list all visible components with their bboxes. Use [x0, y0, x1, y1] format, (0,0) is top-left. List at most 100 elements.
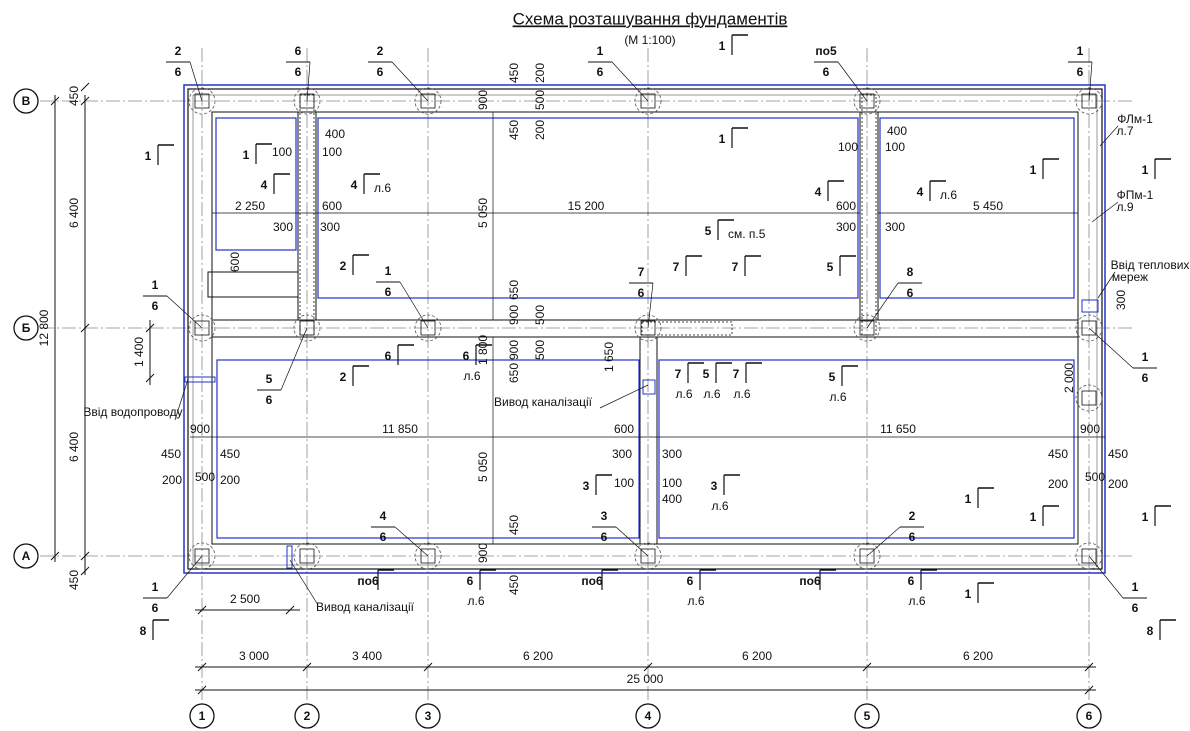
- dimension: 200: [533, 120, 547, 140]
- pipe: [643, 380, 655, 394]
- dimension: 650: [507, 280, 521, 300]
- section-mark: 6: [467, 574, 474, 588]
- callout-top: 2: [377, 44, 384, 58]
- dimension: 5 050: [476, 452, 490, 482]
- section-sheet: л.6: [829, 390, 846, 404]
- line: [81, 83, 89, 91]
- dimension: 3 000: [239, 649, 269, 663]
- dimension: 5 450: [973, 199, 1003, 213]
- room: [208, 272, 298, 297]
- dimension: 450: [67, 86, 81, 106]
- dimension: 2 000: [1062, 363, 1076, 393]
- dimension: 300: [836, 220, 856, 234]
- section-mark: 5: [703, 367, 710, 381]
- section-mark: 3: [583, 479, 590, 493]
- dimension: 6 200: [963, 649, 993, 663]
- dimension: 300: [320, 220, 340, 234]
- dimension: 6 200: [742, 649, 772, 663]
- dimension: 450: [67, 570, 81, 590]
- axis-label: А: [22, 549, 31, 563]
- section-sheet: см. п.5: [728, 227, 766, 241]
- section-mark: 7: [673, 260, 680, 274]
- callout-bottom: 6: [380, 530, 387, 544]
- scale: (М 1:100): [624, 33, 675, 47]
- callout-bottom: 6: [152, 299, 159, 313]
- callout-top: 1: [1142, 350, 1149, 364]
- dimension: 300: [885, 220, 905, 234]
- callout-bottom: 6: [385, 285, 392, 299]
- dimension: 300: [662, 447, 682, 461]
- callout-top: 2: [175, 44, 182, 58]
- note: мереж: [1112, 270, 1148, 284]
- section-sheet: л.6: [687, 594, 704, 608]
- axis-label: 3: [425, 709, 432, 723]
- title: Схема розташування фундаментів: [513, 9, 788, 28]
- dimension: 450: [161, 447, 181, 461]
- section-mark: 4: [261, 178, 268, 192]
- dimension: 200: [533, 63, 547, 83]
- line: [616, 527, 648, 556]
- axis-label: 5: [864, 709, 871, 723]
- note: Вивод каналізації: [316, 600, 415, 614]
- dimension: 100: [322, 145, 342, 159]
- dimension: 600: [614, 422, 634, 436]
- section-mark: 5: [829, 370, 836, 384]
- section-mark: 7: [732, 260, 739, 274]
- dimension: 400: [325, 127, 345, 141]
- dimension: 450: [1108, 447, 1128, 461]
- section-mark: 4: [917, 185, 924, 199]
- section-mark: 1: [1030, 510, 1037, 524]
- dimension: 300: [273, 220, 293, 234]
- section-mark: 1: [1030, 163, 1037, 177]
- pipe: [1082, 300, 1098, 312]
- line: [1098, 272, 1115, 298]
- pipe: [185, 377, 215, 382]
- axis-label: 2: [304, 709, 311, 723]
- section-mark: 3: [711, 479, 718, 493]
- section-mark: 5: [705, 224, 712, 238]
- dimension: 15 200: [568, 199, 605, 213]
- line: [400, 282, 428, 328]
- dimension: 1 400: [132, 337, 146, 367]
- callout-bottom: 6: [601, 530, 608, 544]
- callout-top: 7: [638, 265, 645, 279]
- foundation-plan: Схема розташування фундаментів (М 1:100)…: [0, 0, 1190, 731]
- section-mark: 4: [815, 185, 822, 199]
- dimension: 100: [614, 476, 634, 490]
- section-sheet: л.6: [733, 387, 750, 401]
- line: [1089, 328, 1133, 368]
- dimension: 200: [1048, 477, 1068, 491]
- section-mark: по6: [799, 574, 821, 588]
- section-mark: 1: [965, 492, 972, 506]
- section-sheet: л.6: [703, 387, 720, 401]
- dimension: 450: [507, 515, 521, 535]
- dimension: 500: [533, 305, 547, 325]
- dimension: 12 800: [37, 309, 51, 346]
- line: [1089, 556, 1123, 598]
- dimension: 600: [836, 199, 856, 213]
- callout-top: 6: [295, 44, 302, 58]
- dimension: 450: [507, 63, 521, 83]
- dimension: 11 650: [880, 422, 916, 436]
- callout-top: 1: [385, 264, 392, 278]
- axis-label: 6: [1086, 709, 1093, 723]
- section-sheet: л.6: [908, 594, 925, 608]
- dimension: 300: [1114, 290, 1128, 310]
- dimension: 900: [476, 543, 490, 563]
- callout-bottom: 6: [377, 65, 384, 79]
- section-mark: 1: [1142, 163, 1149, 177]
- callout-bottom: 6: [909, 530, 916, 544]
- axis-label: 4: [645, 709, 652, 723]
- section-sheet: л.6: [374, 181, 391, 195]
- dimension: 100: [885, 140, 905, 154]
- line: [395, 527, 428, 556]
- section-sheet: л.6: [940, 188, 957, 202]
- callout-bottom: 6: [907, 286, 914, 300]
- axis-label: В: [22, 94, 31, 108]
- callout-top: 1: [1077, 44, 1084, 58]
- dimension: 450: [1048, 447, 1068, 461]
- line: [867, 527, 900, 556]
- section-mark: 7: [675, 367, 682, 381]
- callout-bottom: 6: [175, 65, 182, 79]
- section-sheet: л.6: [711, 499, 728, 513]
